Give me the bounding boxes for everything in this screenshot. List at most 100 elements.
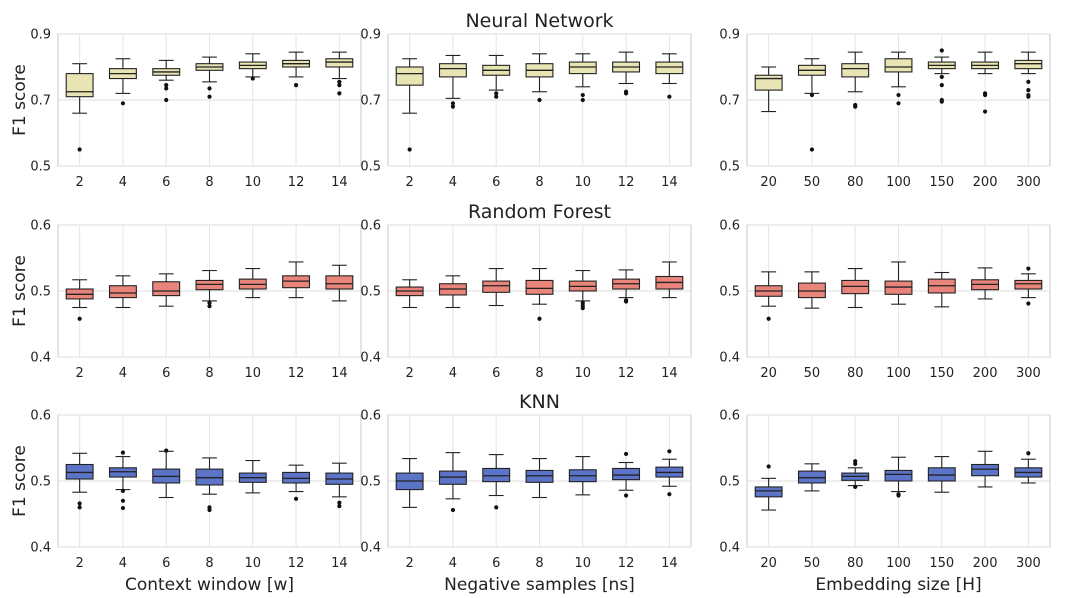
x-tick-label: 10 (575, 556, 592, 571)
box-iqr (525, 279, 554, 295)
y-tick-label: 0.5 (719, 160, 740, 175)
box-outlier (337, 83, 342, 88)
box-iqr (884, 280, 913, 295)
box-iqr (65, 73, 94, 98)
box-iqr (1014, 59, 1043, 70)
box-outlier (450, 104, 456, 109)
box-iqr (152, 281, 181, 297)
box-iqr (754, 486, 783, 498)
x-tick-label: 4 (449, 366, 457, 381)
box-outlier (939, 48, 944, 53)
box-outlier (494, 505, 499, 510)
x-tick-label: 6 (492, 556, 500, 571)
x-tick-label: 4 (449, 175, 457, 190)
x-tick-label: 20 (760, 556, 777, 571)
x-tick-label: 2 (76, 175, 84, 190)
x-tick-label: 8 (535, 556, 543, 571)
x-tick-label: 6 (492, 175, 500, 190)
x-tick-label: 6 (162, 175, 170, 190)
x-tick-label: 4 (119, 175, 127, 190)
y-tick-label: 0.7 (360, 94, 381, 109)
panel-title: Neural Network (465, 10, 613, 32)
x-tick-label: 300 (1016, 366, 1041, 381)
y-tick-label: 0.6 (719, 219, 740, 234)
y-axis-label: F1 score (10, 445, 30, 517)
x-tick-label: 8 (205, 175, 213, 190)
box-iqr (325, 58, 354, 68)
x-tick-label: 4 (449, 556, 457, 571)
y-tick-label: 0.5 (719, 475, 740, 490)
box-outlier (1026, 266, 1031, 271)
x-tick-label: 2 (406, 556, 414, 571)
x-tick-label: 80 (847, 366, 864, 381)
box-outlier (1026, 88, 1031, 93)
x-tick-label: 14 (331, 556, 348, 571)
box-outlier (1026, 79, 1031, 84)
box-outlier (537, 97, 542, 103)
x-tick-label: 10 (245, 556, 262, 571)
x-tick-label: 12 (288, 175, 305, 190)
y-tick-label: 0.5 (719, 285, 740, 300)
box-outlier (580, 306, 585, 311)
box-outlier (293, 83, 299, 88)
box-outlier (207, 304, 212, 309)
box-outlier (939, 99, 944, 104)
x-tick-label: 8 (535, 175, 543, 190)
box-iqr (884, 58, 913, 73)
box-outlier (623, 493, 629, 498)
y-tick-label: 0.4 (360, 351, 381, 366)
y-axis-label: F1 score (10, 64, 30, 136)
x-tick-label: 200 (973, 366, 998, 381)
x-tick-label: 100 (886, 366, 911, 381)
box-outlier (77, 316, 82, 321)
box-iqr (612, 467, 641, 481)
box-iqr (65, 463, 94, 480)
x-tick-label: 100 (886, 556, 911, 571)
x-tick-label: 10 (575, 366, 592, 381)
box-outlier (77, 147, 82, 152)
y-tick-label: 0.6 (360, 219, 381, 234)
box-iqr (482, 467, 511, 483)
y-tick-label: 0.4 (719, 351, 740, 366)
box-outlier (896, 92, 901, 98)
box-outlier (766, 316, 771, 321)
x-tick-label: 100 (886, 175, 911, 190)
box-outlier (77, 505, 82, 510)
box-outlier (164, 97, 169, 103)
box-outlier (667, 94, 672, 99)
box-outlier (667, 449, 672, 454)
x-tick-label: 150 (929, 556, 954, 571)
y-tick-label: 0.6 (30, 409, 51, 424)
x-tick-label: 2 (76, 556, 84, 571)
x-tick-label: 50 (804, 556, 821, 571)
x-tick-label: 2 (406, 366, 414, 381)
box-iqr (108, 467, 137, 478)
box-outlier (667, 492, 672, 497)
box-outlier (164, 86, 169, 91)
x-tick-label: 8 (205, 556, 213, 571)
box-iqr (927, 467, 956, 482)
y-tick-label: 0.5 (30, 475, 51, 490)
box-outlier (939, 74, 944, 79)
box-iqr (438, 470, 467, 485)
box-outlier (250, 76, 255, 81)
box-outlier (939, 83, 944, 88)
x-tick-label: 80 (847, 556, 864, 571)
x-tick-label: 300 (1016, 175, 1041, 190)
x-tick-label: 8 (535, 366, 543, 381)
box-outlier (853, 104, 858, 109)
box-outlier (120, 498, 126, 503)
y-axis-label: F1 score (10, 255, 30, 327)
box-outlier (337, 79, 342, 84)
box-outlier (853, 461, 858, 466)
box-outlier (450, 101, 456, 106)
box-outlier (120, 450, 126, 455)
box-outlier (896, 493, 901, 498)
box-iqr (655, 61, 684, 75)
box-iqr (971, 463, 1000, 477)
x-tick-label: 14 (661, 175, 678, 190)
box-iqr (195, 468, 224, 486)
box-outlier (164, 83, 169, 88)
x-tick-label: 300 (1016, 556, 1041, 571)
